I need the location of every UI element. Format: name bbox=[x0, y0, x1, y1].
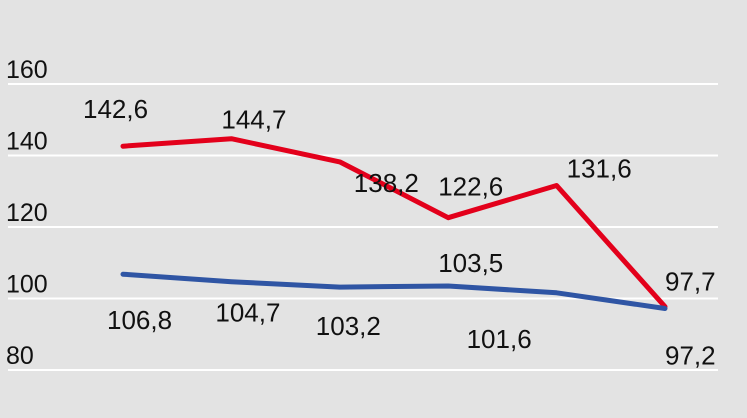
data-label-series2-3: 103,2 bbox=[316, 311, 381, 341]
data-label-series2-1: 106,8 bbox=[107, 305, 172, 335]
series-line-1 bbox=[120, 136, 668, 310]
data-labels: 142,6 144,7 138,2 122,6 131,6 97,7 106,8 104,7 1… bbox=[83, 94, 716, 370]
y-tick-label: 100 bbox=[6, 271, 48, 299]
data-label-series2-2: 104,7 bbox=[215, 298, 280, 328]
y-tick-label: 80 bbox=[6, 342, 34, 370]
data-label-series1-6: 97,7 bbox=[665, 267, 716, 297]
data-label-series2-4: 103,5 bbox=[438, 248, 503, 278]
series-line-2 bbox=[120, 271, 668, 311]
y-tick-label: 140 bbox=[6, 128, 48, 156]
y-tick-label: 160 bbox=[6, 56, 48, 84]
data-label-series1-1: 142,6 bbox=[83, 94, 148, 124]
y-axis-ticks: 80 100 120 140 160 bbox=[6, 56, 48, 370]
data-label-series1-2: 144,7 bbox=[221, 105, 286, 135]
y-tick-label: 120 bbox=[6, 199, 48, 227]
data-label-series2-5: 101,6 bbox=[467, 324, 532, 354]
data-label-series1-3: 138,2 bbox=[354, 168, 419, 198]
data-label-series1-4: 122,6 bbox=[438, 172, 503, 202]
data-label-series1-5: 131,6 bbox=[567, 154, 632, 184]
series-lines bbox=[120, 136, 668, 311]
data-label-series2-6: 97,2 bbox=[665, 341, 716, 371]
